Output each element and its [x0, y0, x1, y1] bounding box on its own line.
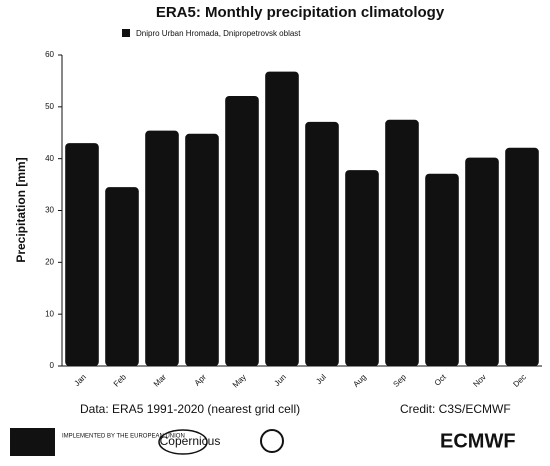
copernicus-logo-text: Copernicus	[160, 434, 221, 448]
x-tick-label: Oct	[433, 372, 449, 388]
x-tick-label: Dec	[511, 373, 527, 389]
bar	[505, 147, 539, 366]
eu-flag	[10, 428, 55, 456]
bar	[145, 130, 179, 366]
y-tick-label: 40	[45, 154, 54, 163]
x-tick-label: May	[231, 373, 248, 390]
x-tick-label: Aug	[351, 373, 367, 389]
ecmwf-logo-text: ECMWF	[440, 430, 516, 452]
bar	[305, 121, 339, 367]
bar	[345, 170, 379, 366]
x-tick-label: Jun	[272, 373, 287, 388]
bar	[105, 187, 139, 366]
source-text: Data: ERA5 1991-2020 (nearest grid cell)	[80, 402, 300, 416]
x-tick-label: Jan	[72, 373, 87, 388]
bar	[425, 173, 459, 366]
x-tick-label: Jul	[314, 372, 328, 386]
y-tick-label: 0	[50, 361, 55, 370]
bar	[225, 95, 259, 366]
bar	[185, 133, 219, 366]
y-tick-label: 60	[45, 50, 54, 59]
y-tick-label: 30	[45, 206, 54, 215]
x-tick-label: Sep	[391, 372, 408, 389]
bar	[465, 157, 499, 366]
credit-text: Credit: C3S/ECMWF	[400, 402, 511, 416]
x-tick-label: Nov	[471, 373, 487, 389]
x-tick-label: Feb	[112, 372, 129, 389]
y-tick-label: 50	[45, 102, 54, 111]
y-tick-label: 10	[45, 309, 54, 318]
legend-swatch	[122, 29, 130, 37]
x-tick-label: Mar	[152, 372, 168, 388]
chart-title: ERA5: Monthly precipitation climatology	[156, 4, 445, 21]
bar	[385, 119, 419, 367]
eu-logo-text: IMPLEMENTED BY THE EUROPEAN UNION	[62, 434, 185, 440]
y-tick-label: 20	[45, 257, 54, 266]
x-tick-label: Apr	[193, 372, 208, 387]
legend-label: Dnipro Urban Hromada, Dnipropetrovsk obl…	[136, 29, 301, 38]
c3s-logo	[260, 429, 284, 453]
bar	[265, 71, 299, 366]
bar	[65, 143, 99, 366]
y-axis-label: Precipitation [mm]	[14, 157, 28, 262]
copernicus-ring	[158, 429, 208, 455]
